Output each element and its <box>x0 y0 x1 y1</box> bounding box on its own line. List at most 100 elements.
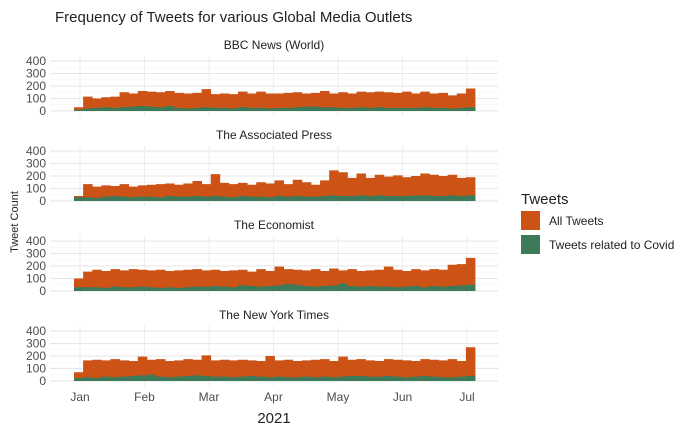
bar-all-tweets <box>256 91 266 111</box>
bar-covid-tweets <box>456 196 467 201</box>
bar-covid-tweets <box>411 195 421 201</box>
legend-title: Tweets <box>521 191 569 208</box>
bar-all-tweets <box>365 92 376 111</box>
bar-all-tweets <box>310 359 321 381</box>
y-tick-label: 100 <box>26 182 46 196</box>
bar-covid-tweets <box>174 107 184 111</box>
bar-covid-tweets <box>429 107 439 111</box>
bar-covid-tweets <box>383 286 394 291</box>
bar-all-tweets <box>283 269 294 291</box>
bar-covid-tweets <box>247 376 257 381</box>
bar-covid-tweets <box>438 286 449 291</box>
bar-covid-tweets <box>83 377 93 381</box>
bar-all-tweets <box>174 270 184 291</box>
bar-covid-tweets <box>210 286 221 291</box>
bar-covid-tweets <box>137 286 148 291</box>
y-tick-label: 200 <box>26 259 46 273</box>
bar-all-tweets <box>92 269 102 291</box>
bar-all-tweets <box>374 361 385 381</box>
bar-all-tweets <box>310 269 321 291</box>
bar-all-tweets <box>146 184 157 201</box>
bar-all-tweets <box>92 186 102 201</box>
bar-covid-tweets <box>228 377 239 381</box>
bar-all-tweets <box>465 347 476 381</box>
x-tick-label: Jun <box>393 390 412 404</box>
bar-all-tweets <box>210 174 221 201</box>
bar-all-tweets <box>465 257 476 291</box>
bar-covid-tweets <box>256 376 266 381</box>
bar-all-tweets <box>447 95 458 111</box>
bar-covid-tweets <box>429 286 439 291</box>
bar-covid-tweets <box>383 196 394 201</box>
bar-covid-tweets <box>338 283 348 291</box>
y-tick-label: 0 <box>39 284 46 298</box>
bar-all-tweets <box>192 181 202 201</box>
bar-covid-tweets <box>74 197 84 201</box>
y-tick-label: 0 <box>39 104 46 118</box>
bar-all-tweets <box>465 88 476 111</box>
bar-covid-tweets <box>247 107 257 111</box>
y-tick-label: 100 <box>26 272 46 286</box>
x-axis: Jan Feb Mar Apr May Jun Jul <box>70 390 474 404</box>
bar-all-tweets <box>92 359 102 381</box>
bar-covid-tweets <box>101 107 111 111</box>
bar-covid-tweets <box>283 377 294 381</box>
bar-all-tweets <box>110 186 120 201</box>
chart-title: Frequency of Tweets for various Global M… <box>55 9 412 26</box>
bar-all-tweets <box>74 107 84 111</box>
y-tick-label: 100 <box>26 362 46 376</box>
y-tick-label: 300 <box>26 247 46 261</box>
bar-all-tweets <box>219 93 230 111</box>
y-tick-label: 400 <box>26 324 46 338</box>
bar-all-tweets <box>438 269 449 291</box>
bar-covid-tweets <box>128 197 139 201</box>
bar-covid-tweets <box>338 107 348 111</box>
bar-covid-tweets <box>128 376 139 381</box>
bar-all-tweets <box>411 176 421 201</box>
bar-all-tweets <box>201 89 212 111</box>
bar-all-tweets <box>83 184 93 201</box>
bar-covid-tweets <box>402 377 412 381</box>
bar-covid-tweets <box>92 107 102 111</box>
bar-covid-tweets <box>146 287 157 291</box>
bar-all-tweets <box>320 91 330 111</box>
bar-all-tweets <box>219 182 230 201</box>
bar-all-tweets <box>292 179 303 201</box>
bar-all-tweets <box>420 359 430 381</box>
bar-covid-tweets <box>283 196 294 201</box>
bar-covid-tweets <box>174 287 184 291</box>
bar-covid-tweets <box>210 376 221 381</box>
bar-covid-tweets <box>183 376 193 381</box>
bar-all-tweets <box>265 93 275 111</box>
bar-covid-tweets <box>201 376 212 381</box>
bar-all-tweets <box>283 359 294 381</box>
bar-covid-tweets <box>392 196 403 201</box>
bar-all-tweets <box>238 91 248 111</box>
bar-all-tweets <box>156 184 166 201</box>
bar-all-tweets <box>292 92 303 111</box>
bar-all-tweets <box>310 92 321 111</box>
bar-covid-tweets <box>447 195 458 201</box>
bar-covid-tweets <box>274 196 285 201</box>
bar-covid-tweets <box>356 195 367 201</box>
bar-covid-tweets <box>338 196 348 201</box>
bar-covid-tweets <box>338 376 348 381</box>
legend-entry-all-tweets: All Tweets <box>549 214 603 228</box>
bar-covid-tweets <box>356 107 367 111</box>
bar-covid-tweets <box>329 195 339 201</box>
y-axis-label: Tweet Count <box>9 191 21 253</box>
bar-covid-tweets <box>402 286 412 291</box>
bar-covid-tweets <box>219 286 230 291</box>
bar-covid-tweets <box>374 376 385 381</box>
bar-all-tweets <box>210 269 221 291</box>
bar-all-tweets <box>74 372 84 381</box>
bar-covid-tweets <box>392 107 403 111</box>
bar-covid-tweets <box>228 287 239 291</box>
bar-all-tweets <box>292 361 303 381</box>
bar-all-tweets <box>83 271 93 291</box>
bar-covid-tweets <box>402 196 412 201</box>
y-tick-label: 300 <box>26 337 46 351</box>
